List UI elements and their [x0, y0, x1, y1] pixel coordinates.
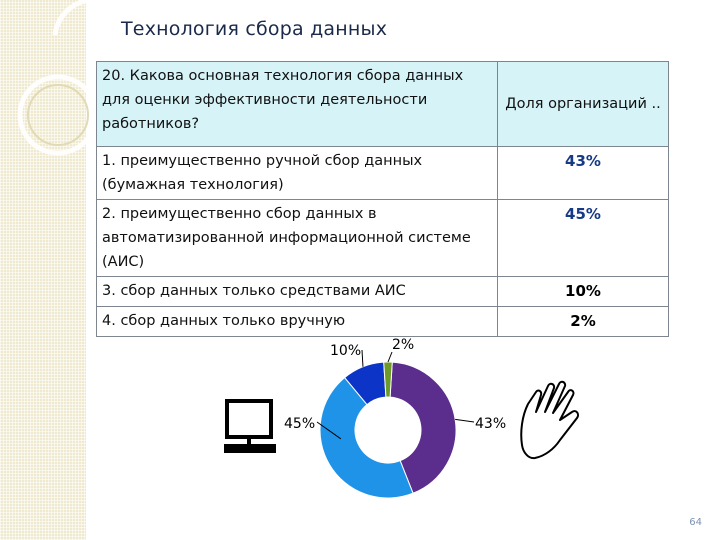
row-label: 3. сбор данных только средствами АИС	[96, 276, 498, 307]
table-row: 3. сбор данных только средствами АИС 10%	[96, 276, 669, 307]
data-label: 2%	[392, 337, 414, 353]
donut-slice	[389, 361, 457, 494]
table-row: 4. сбор данных только вручную 2%	[96, 306, 669, 337]
row-value: 10%	[497, 276, 669, 307]
row-value: 2%	[497, 306, 669, 337]
table-header-row: 20. Какова основная технология сбора дан…	[96, 61, 669, 147]
donut-slice	[319, 376, 414, 499]
question-cell: 20. Какова основная технология сбора дан…	[96, 61, 498, 147]
page-number: 64	[689, 517, 702, 528]
leader-line	[455, 418, 475, 423]
data-label: 45%	[284, 416, 315, 432]
row-label: 4. сбор данных только вручную	[96, 306, 498, 337]
donut-slice	[383, 361, 393, 398]
survey-table: 20. Какова основная технология сбора дан…	[96, 61, 669, 337]
table-row: 2. преимущественно сбор данных в автомат…	[96, 199, 669, 277]
page-title: Технология сбора данных	[121, 18, 388, 40]
row-value: 45%	[497, 199, 669, 277]
data-label: 10%	[330, 343, 361, 359]
share-header-cell: Доля организаций ..	[497, 61, 669, 147]
computer-icon	[224, 399, 276, 453]
row-value-text: 43%	[565, 152, 601, 170]
row-value-text: 45%	[565, 205, 601, 223]
leader-line	[387, 351, 393, 363]
row-value-text: 10%	[565, 282, 601, 300]
leader-line	[316, 421, 342, 440]
hand-icon	[520, 380, 580, 460]
leader-line	[361, 349, 364, 367]
data-label: 43%	[475, 416, 506, 432]
row-value-text: 2%	[570, 312, 596, 330]
